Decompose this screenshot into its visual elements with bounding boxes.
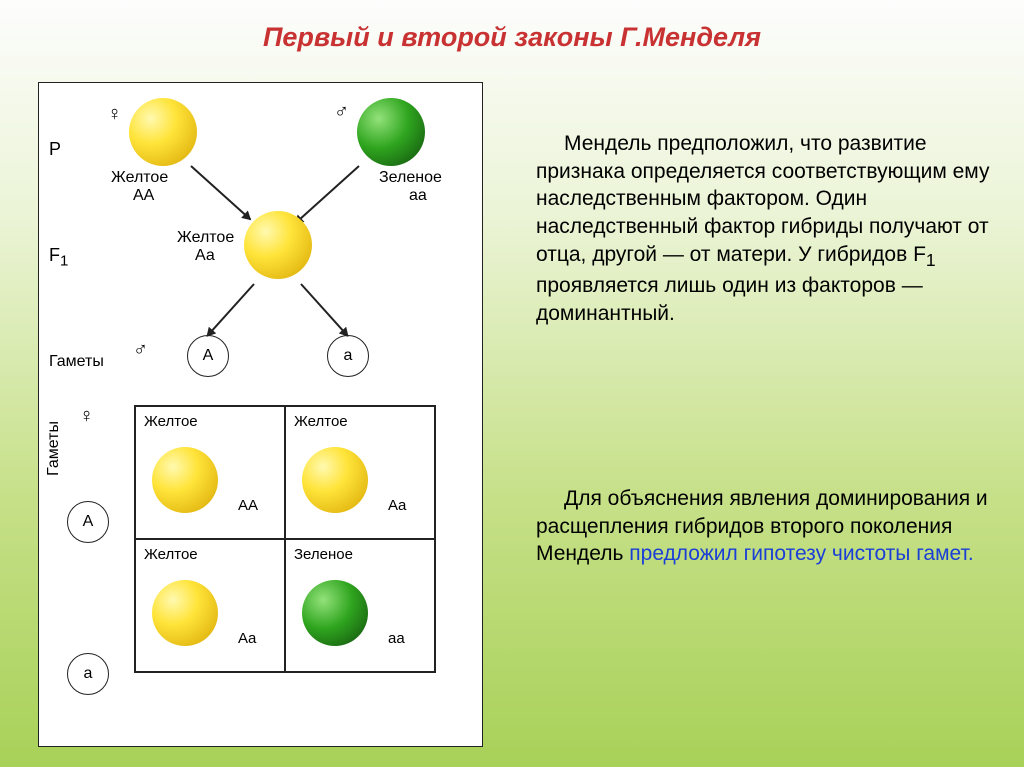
- parent-yellow-sphere: [129, 98, 197, 166]
- punnett-cell: Желтое AA: [135, 406, 285, 539]
- gamete-a-top: a: [327, 335, 369, 377]
- punnett-cell: Желтое Aa: [135, 539, 285, 672]
- arrow-icon: [206, 283, 254, 336]
- f1-sphere: [244, 211, 312, 279]
- parent-yellow-geno: AA: [133, 187, 154, 205]
- punnett-cell: Зеленое aa: [285, 539, 435, 672]
- arrow-icon: [190, 165, 251, 220]
- punnett-cell: Желтое Aa: [285, 406, 435, 539]
- label-gametes-v: Гаметы: [45, 421, 63, 476]
- cell-geno: Aa: [388, 497, 406, 514]
- label-gametes-h: Гаметы: [49, 353, 104, 371]
- paragraph-1: Мендель предположил, что развитие призна…: [536, 130, 996, 328]
- cell-sphere: [152, 580, 218, 646]
- gamete-A-top: A: [187, 335, 229, 377]
- gamete-a-left: a: [67, 653, 109, 695]
- female-symbol-icon: ♀: [79, 405, 94, 428]
- cell-geno: Aa: [238, 630, 256, 647]
- arrow-icon: [300, 283, 348, 336]
- page-title: Первый и второй законы Г.Менделя: [0, 0, 1024, 53]
- parent-green-sphere: [357, 98, 425, 166]
- cell-label: Зеленое: [294, 546, 353, 563]
- f1-label: Желтое: [177, 229, 234, 247]
- gamete-A-left: A: [67, 501, 109, 543]
- label-p: P: [49, 139, 61, 160]
- hypothesis-link-text: предложил гипотезу чистоты гамет.: [629, 542, 973, 565]
- parent-green-label: Зеленое: [379, 169, 442, 187]
- parent-yellow-label: Желтое: [111, 169, 168, 187]
- female-symbol-icon: ♀: [107, 103, 122, 126]
- cell-sphere: [302, 447, 368, 513]
- f1-geno: Аа: [195, 247, 215, 265]
- label-f1: F1: [49, 245, 68, 270]
- cell-geno: aa: [388, 630, 405, 647]
- cell-label: Желтое: [144, 413, 198, 430]
- male-symbol-icon: ♂: [133, 339, 148, 362]
- punnett-square: Желтое AA Желтое Aa Желтое Aa Зеленое aa: [134, 405, 436, 673]
- cell-sphere: [302, 580, 368, 646]
- cell-label: Желтое: [294, 413, 348, 430]
- mendel-diagram: P F1 Гаметы Гаметы ♀ Желтое AA ♂ Зеленое…: [38, 82, 483, 747]
- cell-label: Желтое: [144, 546, 198, 563]
- paragraph-2: Для объяснения явления доминирования и р…: [536, 485, 996, 568]
- parent-green-geno: aa: [409, 187, 427, 205]
- arrow-icon: [294, 165, 359, 224]
- male-symbol-icon: ♂: [334, 101, 349, 124]
- cell-sphere: [152, 447, 218, 513]
- cell-geno: AA: [238, 497, 258, 514]
